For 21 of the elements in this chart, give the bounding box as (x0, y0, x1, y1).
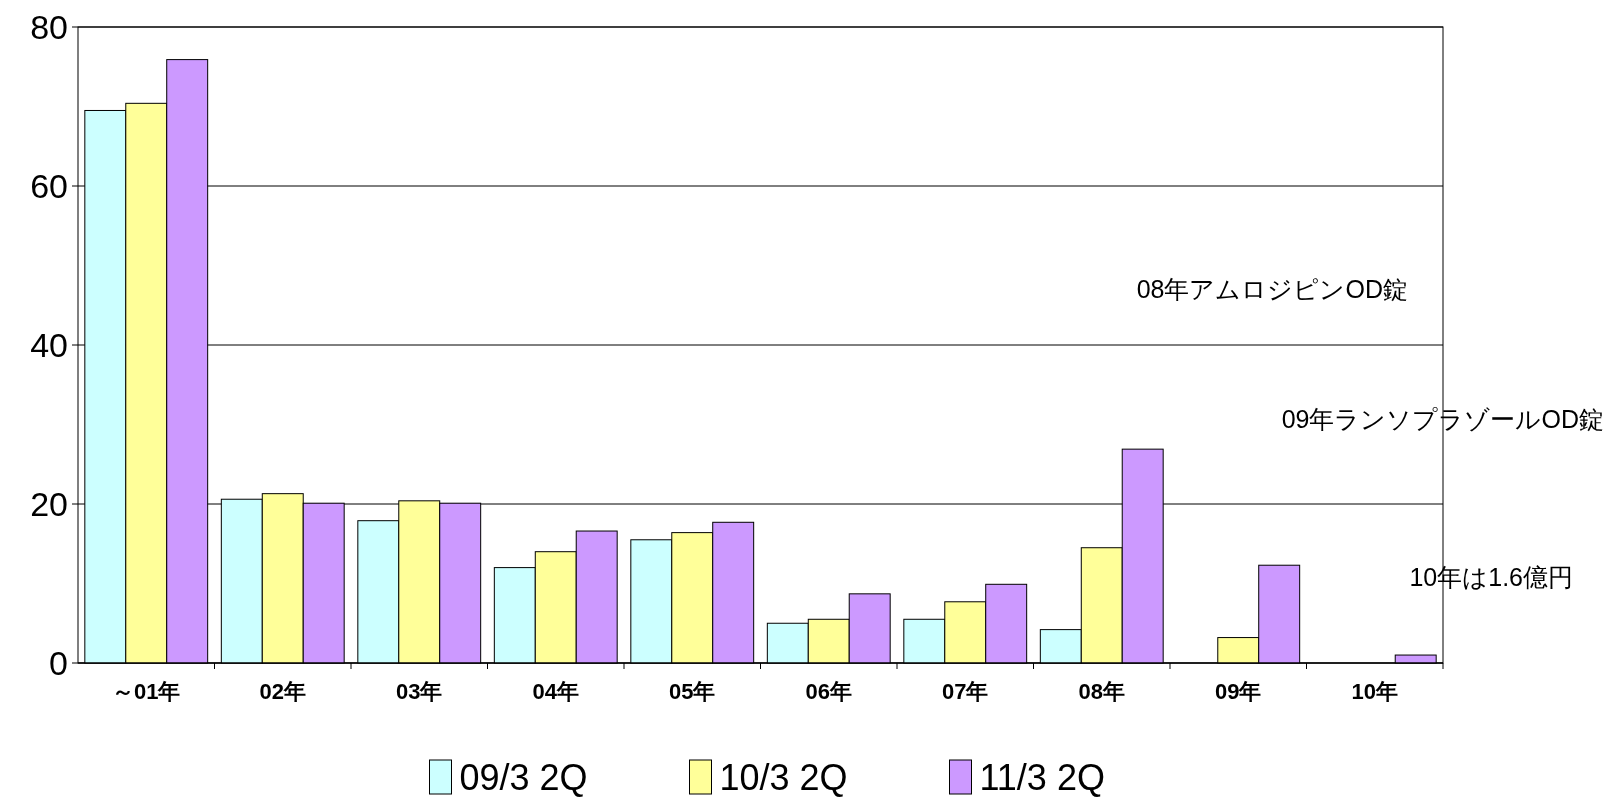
annotation: 09年ランソプラゾールOD錠 (1281, 405, 1604, 433)
x-tick-label: 06年 (805, 679, 852, 704)
x-tick-label: 02年 (259, 679, 306, 704)
y-tick-label: 60 (30, 166, 68, 205)
x-tick-label: 07年 (942, 679, 989, 704)
legend-label: 09/3 2Q (459, 757, 588, 798)
y-tick-label: 40 (30, 325, 68, 364)
x-tick-label: 10年 (1351, 679, 1398, 704)
legend-label: 11/3 2Q (979, 757, 1105, 798)
x-tick-label: 05年 (669, 679, 716, 704)
y-tick-label: 20 (30, 484, 68, 523)
legend-label: 10/3 2Q (719, 757, 848, 798)
x-tick-label: 08年 (1078, 679, 1125, 704)
x-tick-label: 04年 (532, 679, 579, 704)
x-tick-label: 09年 (1215, 679, 1262, 704)
annotation: 10年は1.6億円 (1409, 563, 1573, 591)
x-tick-label: 03年 (396, 679, 443, 704)
y-tick-label: 80 (30, 7, 68, 46)
x-tick-label: ～01年 (112, 679, 181, 704)
annotation: 08年アムロジピンOD錠 (1136, 275, 1408, 303)
y-tick-label: 0 (49, 643, 68, 682)
